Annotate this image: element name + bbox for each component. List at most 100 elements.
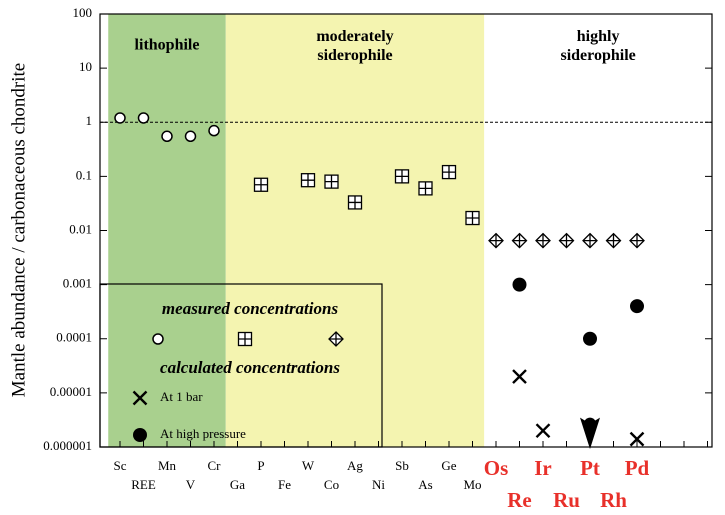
marker-shape [329,332,343,346]
marker-shape [580,417,600,449]
x-tick-label: As [418,477,432,492]
x-tick-label: Cr [208,458,222,473]
x-tick-label: Fe [278,477,291,492]
data-point [558,232,575,249]
x-tick-label: Ni [372,477,385,492]
region-band [108,14,226,447]
data-point [512,369,527,384]
x-tick-label: Pt [580,456,600,480]
y-tick-label: 1 [86,113,93,128]
region-label: moderately [316,28,393,45]
data-point [441,164,457,180]
marker-shape [512,277,527,292]
marker-shape [152,333,164,345]
x-tick-label: Mn [158,458,177,473]
data-point [629,232,645,249]
region-label: highly [577,28,620,45]
y-tick-label: 100 [73,5,93,20]
marker-shape [184,130,197,143]
marker-shape [114,112,126,124]
legend-label: At high pressure [160,426,246,441]
x-tick-label: Mo [463,477,481,492]
data-point [465,210,480,226]
data-point [208,124,220,137]
y-tick-label: 0.00001 [50,384,92,399]
marker-shape [442,165,456,179]
marker-shape [161,130,173,143]
x-tick-label: Sb [395,458,409,473]
marker-shape [466,211,479,225]
data-point [605,232,622,249]
region-label: lithophile [135,37,200,54]
marker-shape [325,175,338,189]
marker-shape [133,428,147,442]
marker-shape [583,233,597,248]
legend-symbol [237,331,253,347]
y-tick-label: 0.1 [76,167,92,182]
x-tick-label: REE [131,477,156,492]
legend-heading: measured concentrations [162,299,339,318]
x-tick-label: Ir [534,456,552,480]
y-axis-title: Mantle abundance / carbonaceous chondrit… [8,63,29,397]
data-point [137,112,150,124]
x-tick-label: Sc [114,458,127,473]
data-point [300,173,316,188]
data-point [418,181,433,196]
data-point [114,112,126,124]
regions [108,14,712,447]
marker-shape [419,181,432,195]
data-point [253,177,269,192]
x-tick-label: Ag [347,458,363,473]
data-point [535,232,551,249]
x-tick-label: Co [324,477,339,492]
x-tick-label: Os [484,456,509,480]
x-tick-label: Re [507,488,532,512]
x-tick-label: Rh [600,488,627,512]
data-point [583,331,597,346]
marker-shape [348,195,362,209]
data-point [394,169,410,184]
data-point [347,195,363,210]
x-tick-label: V [186,477,196,492]
marker-shape [559,233,574,248]
marker-shape [208,124,220,137]
region-label: siderophile [560,47,635,64]
data-point [512,277,527,292]
region-band [484,14,712,447]
marker-shape [489,233,503,248]
marker-shape [583,331,597,346]
y-tick-label: 0.01 [69,221,92,236]
x-tick-label: Pd [625,456,650,480]
legend-heading: calculated concentrations [160,358,340,377]
marker-shape [132,390,148,406]
legend-box [99,283,383,448]
marker-shape [512,369,527,384]
x-tick-label: Ga [230,477,245,492]
y-tick-label: 0.0001 [56,330,92,345]
marker-shape [630,233,644,248]
x-tick-label: W [302,458,315,473]
data-point [629,431,645,447]
y-tick-label: 0.001 [63,276,92,291]
x-tick-label: Ge [441,458,456,473]
marker-shape [630,299,644,314]
x-tick-label: Ru [553,488,580,512]
marker-shape [395,169,409,183]
data-point [582,232,598,249]
legend-symbol [152,333,164,345]
y-tick-label: 10 [79,59,92,74]
region-band [225,14,485,447]
marker-shape [137,112,150,124]
legend-label: At 1 bar [160,389,203,404]
data-point [535,423,551,439]
data-point [324,174,339,189]
marker-shape [512,233,527,248]
marker-shape [535,423,551,439]
data-point [511,232,528,249]
legend-symbol [328,331,344,347]
marker-shape [536,233,550,248]
data-point [630,299,644,314]
marker-shape [238,332,252,346]
legend-symbol [133,428,147,442]
